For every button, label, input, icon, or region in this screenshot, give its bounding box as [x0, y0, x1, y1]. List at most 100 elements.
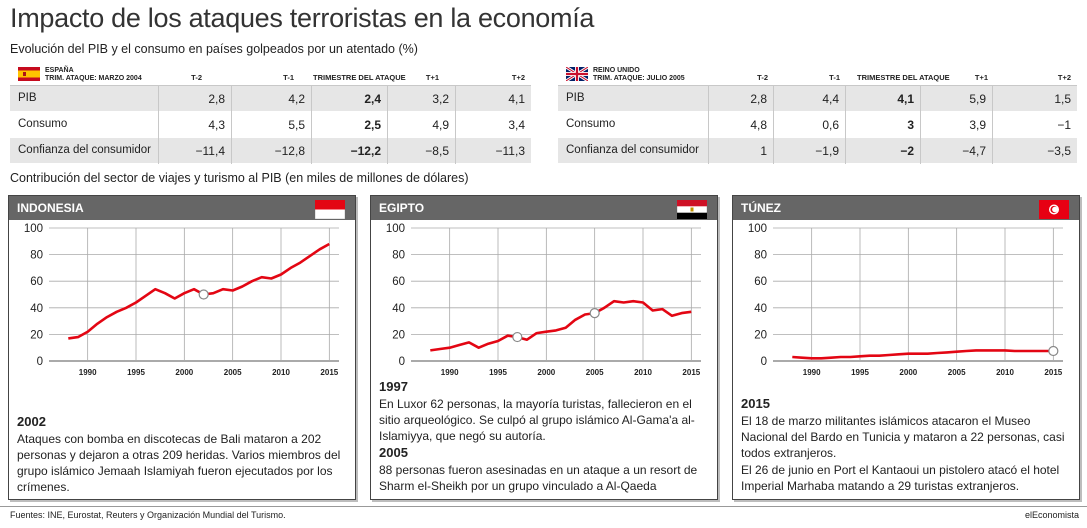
row-label: Consumo [18, 118, 68, 130]
x-tick-label: 1990 [441, 368, 459, 377]
x-tick-label: 2005 [224, 368, 242, 377]
y-tick-label: 0 [37, 356, 43, 368]
col-header-t+1: T+1 [974, 73, 988, 82]
page-title: Impacto de los ataques terroristas en la… [10, 3, 595, 33]
country-caption: ESPAÑA TRIM. ATAQUE: MARZO 2004 [45, 67, 142, 83]
x-tick-label: 2005 [948, 368, 966, 377]
panel-egipto: EGIPTO 0 20 40 60 80 100 1990 1995 2000 2005 2010 2… [370, 195, 718, 500]
indonesia-flag-icon [315, 200, 345, 219]
uk-flag-icon [566, 67, 588, 81]
event-marker [512, 331, 523, 343]
y-tick-label: 0 [761, 356, 767, 368]
x-tick-label: 1990 [803, 368, 821, 377]
table-cell: −3,5 [992, 138, 1077, 164]
table-cell: 3,2 [387, 86, 455, 112]
y-tick-label: 0 [399, 356, 405, 368]
event-year: 1997 [379, 379, 408, 394]
panel-header: EGIPTO [371, 196, 717, 220]
table-cell: 2,4 [311, 86, 387, 112]
y-tick-label: 100 [748, 223, 767, 235]
panel-tunez: TÚNEZ 0 20 40 60 80 100 1990 1995 2000 2005 2010 20… [732, 195, 1080, 500]
table-cell: −12,2 [311, 138, 387, 164]
tourism-chart: 0 20 40 60 80 100 1990 1995 2000 2005 2010 2015 [386, 223, 701, 377]
y-tick-label: 20 [754, 329, 767, 341]
table-cell: −4,7 [920, 138, 992, 164]
panel-header: TÚNEZ [733, 196, 1079, 220]
table-row: Consumo 4,3 5,5 2,5 4,9 3,4 [10, 112, 531, 138]
table-row: PIB 2,8 4,4 4,1 5,9 1,5 [558, 86, 1077, 112]
table-cell: 5,9 [920, 86, 992, 112]
divider [0, 506, 1087, 507]
event-marker [198, 289, 209, 300]
x-tick-label: 1995 [851, 368, 869, 377]
table-header: REINO UNIDO TRIM. ATAQUE: JULIO 2005 T-2 … [558, 62, 1077, 86]
table-cell: 5,5 [231, 112, 311, 138]
col-header-t-2: T-2 [757, 73, 768, 82]
panel-header: INDONESIA [9, 196, 355, 220]
event-marker [589, 308, 600, 319]
col-header-t-1: T-1 [283, 73, 294, 82]
country-name: REINO UNIDO [593, 67, 640, 74]
x-tick-label: 2000 [537, 368, 555, 377]
table-row: PIB 2,8 4,2 2,4 3,2 4,1 [10, 86, 531, 112]
panel-indonesia: INDONESIA 0 20 40 60 80 100 1990 1995 2000 2005 20… [8, 195, 356, 500]
x-tick-label: 2010 [272, 368, 290, 377]
row-label: Confianza del consumidor [18, 144, 151, 156]
tourism-chart: 0 20 40 60 80 100 1990 1995 2000 2005 2010 2015 [24, 223, 339, 377]
x-tick-label: 2010 [634, 368, 652, 377]
series-line [430, 299, 692, 352]
event-year: 2002 [17, 414, 46, 429]
attack-date: TRIM. ATAQUE: MARZO 2004 [45, 75, 142, 82]
table-cell: 2,8 [158, 86, 231, 112]
y-tick-label: 40 [754, 303, 767, 315]
x-tick-label: 1990 [79, 368, 97, 377]
table-cell: 4,1 [455, 86, 531, 112]
x-tick-label: 2015 [1044, 368, 1062, 377]
x-tick-label: 2005 [586, 368, 604, 377]
event-note: En Luxor 62 personas, la mayoría turista… [379, 397, 695, 443]
sources-note: Fuentes: INE, Eurostat, Reuters y Organi… [10, 510, 286, 520]
table-row: Consumo 4,8 0,6 3 3,9 −1 [558, 112, 1077, 138]
table-cell: 2,5 [311, 112, 387, 138]
x-tick-label: 2000 [899, 368, 917, 377]
table-cell: 4,3 [158, 112, 231, 138]
table-cell: −1,9 [773, 138, 845, 164]
y-tick-label: 100 [24, 223, 43, 235]
table-cell: 4,9 [387, 112, 455, 138]
x-tick-label: 1995 [127, 368, 145, 377]
event-note: El 18 de marzo militantes islámicos atac… [741, 414, 1065, 460]
table-cell: −1 [992, 112, 1077, 138]
y-tick-label: 60 [392, 276, 405, 288]
col-header-t-2: T-2 [191, 73, 202, 82]
event-note: 88 personas fueron asesinadas en un ataq… [379, 463, 698, 493]
table-cell: 3,4 [455, 112, 531, 138]
y-tick-label: 40 [30, 303, 43, 315]
table-cell: 4,4 [773, 86, 845, 112]
y-tick-label: 20 [392, 329, 405, 341]
table-spain: ESPAÑA TRIM. ATAQUE: MARZO 2004 T-2 T-1 T… [10, 62, 531, 164]
row-label: PIB [566, 92, 585, 104]
table-uk: REINO UNIDO TRIM. ATAQUE: JULIO 2005 T-2 … [558, 62, 1077, 164]
y-tick-label: 100 [386, 223, 405, 235]
section-title: Contribución del sector de viajes y turi… [10, 171, 469, 185]
country-name: ESPAÑA [45, 67, 74, 74]
y-tick-label: 40 [392, 303, 405, 315]
col-header-t+2: T+2 [1057, 73, 1071, 82]
y-tick-label: 80 [30, 250, 43, 262]
col-header-attack: TRIMESTRE DEL ATAQUE [313, 73, 406, 82]
y-tick-label: 80 [754, 250, 767, 262]
table-cell: 2,8 [708, 86, 773, 112]
table-cell: 1,5 [992, 86, 1077, 112]
col-header-t-1: T-1 [829, 73, 840, 82]
x-tick-label: 1995 [489, 368, 507, 377]
table-row: Confianza del consumidor 1 −1,9 −2 −4,7 … [558, 138, 1077, 164]
table-cell: −11,3 [455, 138, 531, 164]
x-tick-label: 2015 [320, 368, 338, 377]
table-cell: 4,2 [231, 86, 311, 112]
table-cell: −2 [845, 138, 920, 164]
col-header-t+2: T+2 [511, 73, 525, 82]
table-row: Confianza del consumidor −11,4 −12,8 −12… [10, 138, 531, 164]
event-marker [1048, 345, 1059, 357]
event-year: 2015 [741, 396, 770, 411]
row-label: Consumo [566, 118, 616, 130]
